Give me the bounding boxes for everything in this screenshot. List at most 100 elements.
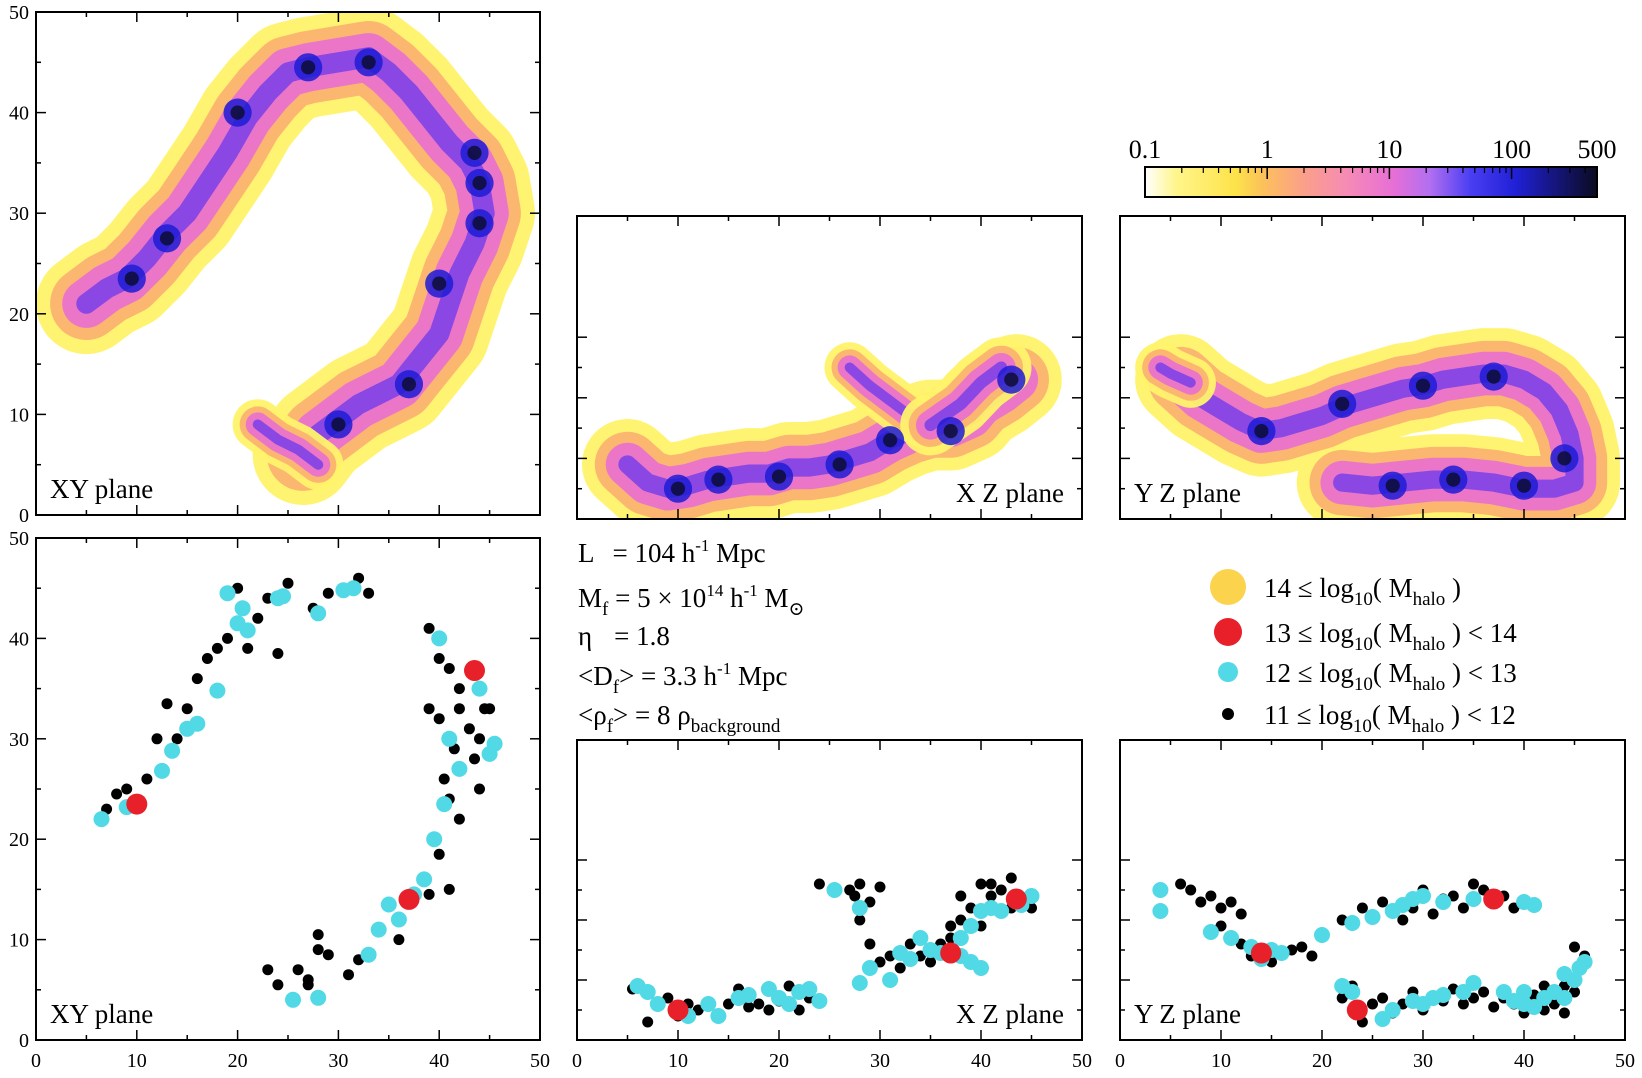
halo-point-m12 xyxy=(390,911,407,928)
halo-point-m12 xyxy=(851,900,868,916)
panel-yz-density: Y Z plane xyxy=(1119,215,1626,520)
halo-point-m11 xyxy=(181,703,193,715)
halo-point-m11 xyxy=(1005,872,1017,884)
legend-label-m13: 13 ≤ log10( Mhalo ) < 14 xyxy=(1264,618,1517,655)
halo-point-m11 xyxy=(985,890,997,902)
halo-point-m11 xyxy=(292,964,304,976)
halo-point-m11 xyxy=(453,703,465,715)
halo-point-m11 xyxy=(222,632,233,644)
panel-content xyxy=(582,334,1062,519)
colorbar-label: 1 xyxy=(1261,135,1274,164)
halo-point-m11 xyxy=(1538,980,1550,992)
halo-point-m11 xyxy=(763,1004,775,1016)
halo-point-m11 xyxy=(1195,896,1207,908)
halo-point-m11 xyxy=(864,896,876,908)
halo-point-m11 xyxy=(1215,920,1227,932)
halo-point-m12 xyxy=(154,762,170,779)
x-tick-label: 0 xyxy=(572,1050,582,1072)
legend-label-m12: 12 ≤ log10( Mhalo ) < 13 xyxy=(1264,658,1517,695)
x-tick-label: 30 xyxy=(1413,1050,1433,1072)
halo-point-m11 xyxy=(692,1004,704,1016)
halo-point-m12 xyxy=(811,993,828,1009)
halo-point-m11 xyxy=(343,969,354,981)
x-tick-label: 30 xyxy=(870,1050,890,1072)
density-core xyxy=(771,469,787,484)
halo-point-m12 xyxy=(93,811,110,828)
halo-point-m11 xyxy=(262,964,274,976)
halo-point-m11 xyxy=(1306,950,1318,962)
legend-marker-m12 xyxy=(1218,662,1238,682)
halo-point-m12 xyxy=(1576,954,1593,970)
panel-content xyxy=(93,572,503,1008)
halo-point-m11 xyxy=(1457,902,1469,914)
halo-point-m12 xyxy=(1273,945,1290,961)
halo-point-m11 xyxy=(312,929,324,941)
halo-point-m11 xyxy=(1457,998,1469,1010)
halo-point-m13 xyxy=(667,999,689,1021)
halo-point-m11 xyxy=(1215,902,1227,914)
colorbar-label: 500 xyxy=(1578,135,1617,164)
density-core xyxy=(301,60,316,75)
param-eta: η = 1.8 xyxy=(578,621,670,651)
x-tick-label: 10 xyxy=(668,1050,688,1072)
halo-point-m12 xyxy=(1344,984,1361,1000)
density-core xyxy=(1254,424,1269,439)
density-core xyxy=(883,433,898,448)
halo-point-m12 xyxy=(229,615,246,632)
halo-point-m11 xyxy=(1235,908,1247,920)
halo-point-m11 xyxy=(1569,941,1580,953)
halo-point-m12 xyxy=(1314,927,1330,943)
halo-point-m11 xyxy=(121,783,133,795)
halo-point-m12 xyxy=(700,996,717,1012)
halo-point-m12 xyxy=(882,972,899,988)
param-L: L = 104 h-1 Mpc xyxy=(578,536,766,568)
filament-3-layer-4 xyxy=(924,361,1008,432)
halo-point-m11 xyxy=(322,587,334,599)
density-core xyxy=(361,55,376,70)
halo-point-m11 xyxy=(1296,941,1308,953)
halo-point-m11 xyxy=(1447,890,1459,902)
density-core xyxy=(1516,478,1532,493)
density-core xyxy=(670,481,686,496)
halo-point-m11 xyxy=(433,653,445,664)
x-tick-label: 40 xyxy=(1514,1050,1534,1072)
panel-yz-halos: 0 10 20 30 40 50 Y Z plane xyxy=(1115,739,1635,1072)
halo-point-m12 xyxy=(740,987,757,1003)
y-tick-label: 50 xyxy=(9,2,29,24)
plane-label: XY plane xyxy=(50,999,153,1029)
halo-point-m11 xyxy=(1478,986,1490,998)
halo-point-m11 xyxy=(1397,914,1409,926)
halo-point-m12 xyxy=(436,796,453,813)
halo-point-m13 xyxy=(1346,999,1368,1021)
halo-point-m11 xyxy=(1175,878,1187,890)
halo-point-m12 xyxy=(1384,1002,1401,1018)
halo-point-m12 xyxy=(1152,903,1169,919)
panel-xy-density: 0 10 20 30 40 50 XY plane xyxy=(9,2,541,527)
density-core xyxy=(832,457,847,472)
halo-point-m11 xyxy=(1508,902,1520,914)
halo-point-m11 xyxy=(864,938,876,950)
halo-point-m12 xyxy=(912,930,929,946)
x-tick-label: 10 xyxy=(1211,1050,1231,1072)
density-core xyxy=(1385,478,1400,493)
halo-point-m12 xyxy=(441,730,458,747)
halo-point-m12 xyxy=(649,996,666,1012)
halo-point-m11 xyxy=(945,920,957,932)
halo-point-m12 xyxy=(1556,990,1573,1006)
halo-point-m12 xyxy=(275,588,291,605)
panel-xz-density: X Z plane xyxy=(576,215,1083,520)
halo-point-m12 xyxy=(1526,897,1543,913)
halo-point-m12 xyxy=(219,585,236,602)
halo-point-m11 xyxy=(393,934,405,946)
x-tick-label: 20 xyxy=(1312,1050,1332,1072)
halo-point-m11 xyxy=(443,883,455,895)
halo-point-m11 xyxy=(474,783,485,795)
halo-point-m11 xyxy=(793,1004,805,1016)
density-core xyxy=(1335,396,1350,411)
legend-marker-m14 xyxy=(1210,569,1246,605)
panel-content xyxy=(36,12,535,505)
halo-point-m11 xyxy=(874,956,886,968)
density-core xyxy=(124,271,139,286)
